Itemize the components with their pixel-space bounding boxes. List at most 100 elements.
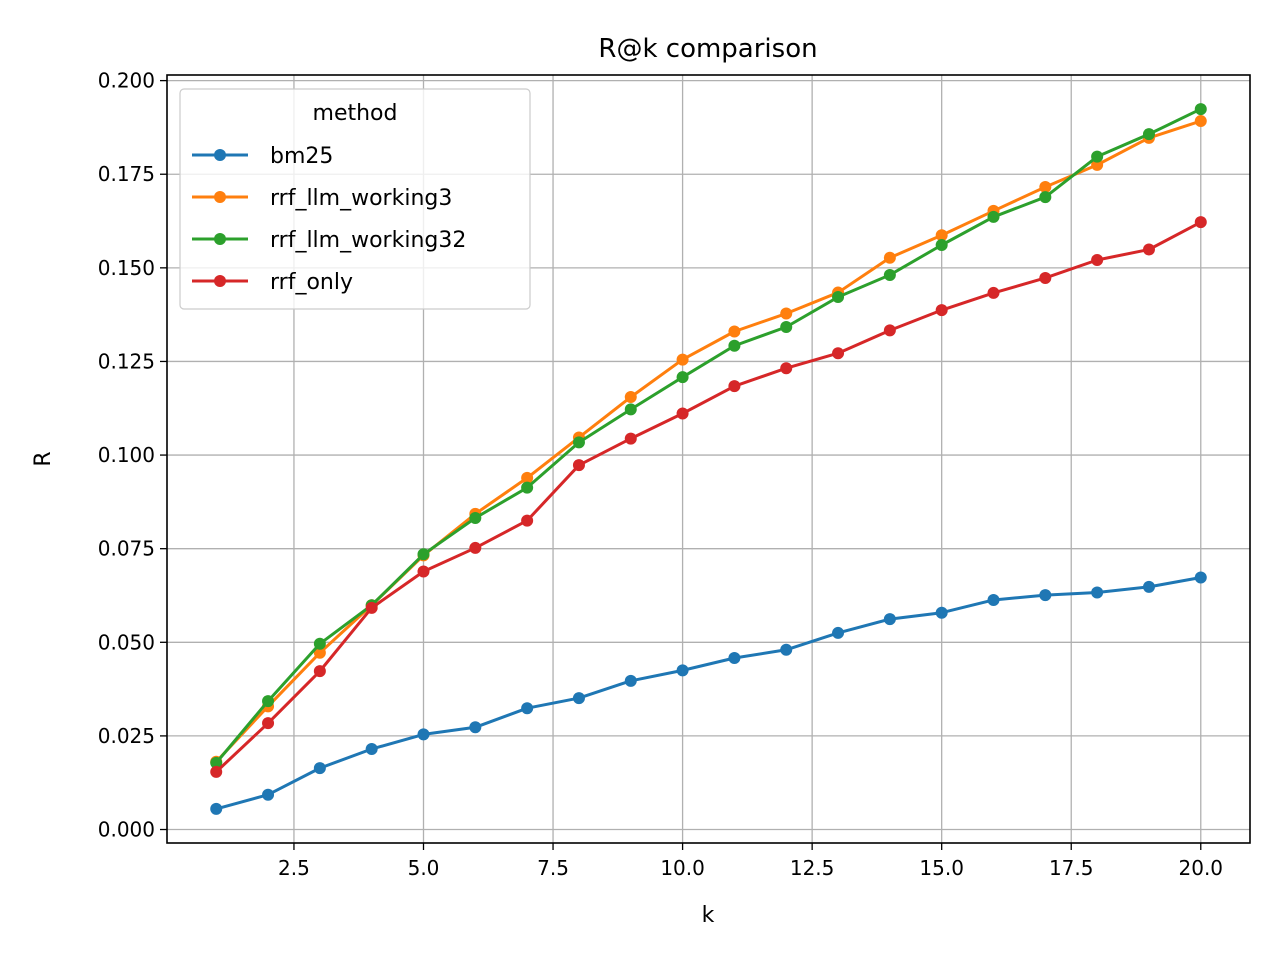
data-point (262, 717, 275, 730)
data-point (987, 286, 1000, 299)
data-point (210, 756, 223, 769)
x-tick-label: 7.5 (537, 856, 569, 880)
data-point (521, 481, 534, 494)
data-point (572, 436, 585, 449)
data-point (1091, 158, 1104, 171)
data-point (572, 459, 585, 472)
data-point (1194, 115, 1207, 128)
data-point (832, 626, 845, 639)
data-point (780, 643, 793, 656)
data-point (365, 601, 378, 614)
data-point (780, 321, 793, 334)
data-point (883, 251, 896, 264)
data-point (676, 371, 689, 384)
legend-item: bm25 (192, 144, 333, 169)
data-point (521, 702, 534, 715)
data-point (417, 548, 430, 561)
data-point (313, 637, 326, 650)
legend-title: method (313, 101, 398, 126)
data-point (1091, 253, 1104, 266)
legend-item: rrf_llm_working32 (192, 228, 466, 253)
data-point (262, 695, 275, 708)
data-point (1091, 586, 1104, 599)
x-tick-label: 12.5 (790, 856, 835, 880)
series-line-rrf_only (215, 220, 1202, 773)
legend-swatch-marker (214, 275, 226, 287)
data-point (624, 403, 637, 416)
data-point (624, 391, 637, 404)
data-point (469, 541, 482, 554)
data-point (365, 743, 378, 756)
data-point (832, 291, 845, 304)
legend-swatch-marker (214, 233, 226, 245)
data-point (676, 664, 689, 677)
data-point (210, 765, 223, 778)
data-point (313, 762, 326, 775)
data-point (883, 613, 896, 626)
data-point (676, 353, 689, 366)
data-point (832, 347, 845, 360)
legend-label: rrf_only (270, 270, 353, 295)
y-axis-ticks: 0.000 0.025 0.050 0.075 0.100 0.125 0.150 0.175… (98, 69, 167, 842)
grid-lines (167, 75, 1250, 843)
data-point (313, 665, 326, 678)
y-tick-label: 0.000 (98, 818, 155, 842)
data-point (624, 674, 637, 687)
data-point (469, 721, 482, 734)
y-tick-label: 0.175 (98, 162, 155, 186)
legend-box (179, 88, 531, 310)
y-tick-label: 0.025 (98, 724, 155, 748)
series-bm25 (210, 571, 1207, 815)
data-point (883, 268, 896, 281)
data-point (521, 471, 534, 484)
data-point (728, 380, 741, 393)
y-tick-label: 0.050 (98, 630, 155, 654)
x-tick-label: 17.5 (1049, 856, 1094, 880)
data-point (935, 239, 948, 252)
data-point (728, 652, 741, 665)
data-point (1039, 191, 1052, 204)
data-point (728, 325, 741, 338)
data-point (1039, 589, 1052, 602)
data-point (1039, 271, 1052, 284)
data-point (521, 514, 534, 527)
legend-item: rrf_llm_working3 (192, 186, 452, 211)
x-tick-label: 20.0 (1179, 856, 1224, 880)
data-point (1194, 103, 1207, 116)
series-layer (210, 103, 1207, 815)
series-line-rrf_llm_working32 (215, 107, 1202, 764)
data-point (780, 362, 793, 375)
legend-label: rrf_llm_working3 (270, 186, 452, 211)
data-point (1142, 580, 1155, 593)
data-point (1142, 128, 1155, 141)
series-line-bm25 (215, 576, 1202, 811)
legend-item: rrf_only (192, 270, 353, 295)
legend-swatch-marker (214, 191, 226, 203)
plot-frame (166, 74, 1251, 844)
x-tick-label: 10.0 (660, 856, 705, 880)
data-point (1142, 243, 1155, 256)
data-point (935, 229, 948, 242)
data-point (262, 788, 275, 801)
legend: method bm25 rrf_llm_working3 rrf_llm_worki… (179, 88, 531, 310)
chart-title: R@k comparison (598, 34, 817, 64)
data-point (987, 210, 1000, 223)
data-point (1194, 216, 1207, 229)
series-rrf_only (210, 216, 1207, 778)
x-tick-label: 15.0 (919, 856, 964, 880)
data-point (780, 307, 793, 320)
legend-label: rrf_llm_working32 (270, 228, 466, 253)
y-tick-label: 0.125 (98, 349, 155, 373)
data-point (624, 432, 637, 445)
data-point (935, 606, 948, 619)
x-axis-label: k (702, 903, 715, 928)
data-point (676, 407, 689, 420)
data-point (1091, 150, 1104, 163)
data-point (1039, 180, 1052, 193)
y-tick-label: 0.100 (98, 443, 155, 467)
y-tick-label: 0.075 (98, 537, 155, 561)
data-point (1194, 571, 1207, 584)
data-point (417, 565, 430, 578)
y-tick-label: 0.150 (98, 256, 155, 280)
